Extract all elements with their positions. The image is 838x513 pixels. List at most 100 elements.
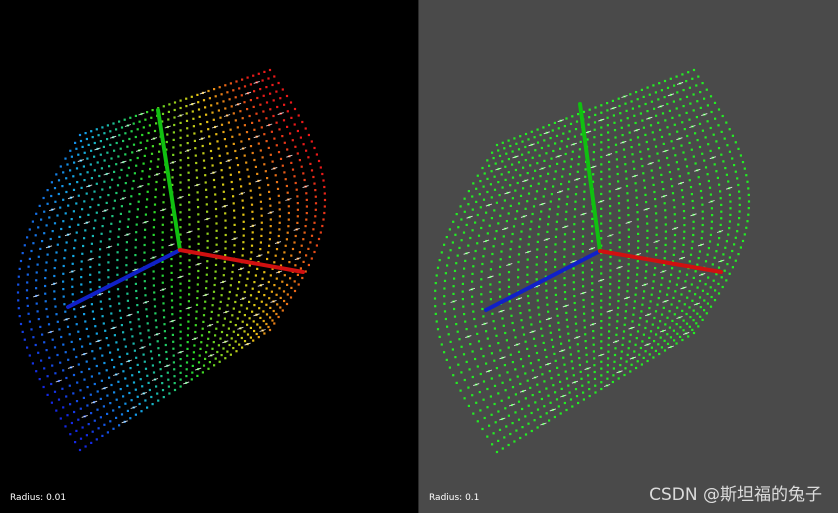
point-marker [50,401,53,404]
point-marker [686,296,689,299]
point-marker [173,375,176,378]
point-marker [535,190,539,193]
point-marker [146,374,149,377]
point-marker [443,310,447,313]
point-marker [136,363,139,366]
point-marker [205,351,208,354]
normal-vector-tick [253,80,260,84]
point-marker [648,353,651,356]
point-marker [503,147,506,150]
point-marker [115,398,118,401]
point-marker [108,290,111,293]
left-point-cloud-canvas[interactable] [0,0,418,513]
point-marker [701,223,704,227]
point-marker [575,120,579,123]
point-marker [231,135,234,138]
point-marker [467,203,470,206]
point-marker [69,149,72,152]
point-marker [714,117,717,120]
point-marker [731,134,734,137]
normal-vector-tick [701,113,708,117]
point-marker [153,291,156,294]
point-marker [149,160,153,163]
point-marker [232,195,235,198]
normal-vector-tick [135,148,143,152]
point-marker [699,315,702,318]
point-marker [171,168,174,171]
normal-vector-tick [557,119,564,123]
point-marker [703,97,706,100]
point-marker [607,146,610,149]
normal-vector-tick [616,265,623,269]
point-marker [214,193,217,196]
point-marker [269,108,272,111]
point-marker [576,343,579,346]
point-marker [241,346,244,349]
normal-vector-tick [231,237,238,241]
point-marker [654,310,658,313]
point-marker [234,324,237,327]
left-render-viewport[interactable]: Radius: 0.01 [0,0,418,513]
point-marker [268,244,271,247]
point-marker [102,322,105,325]
point-marker [479,372,482,376]
point-marker [550,338,553,341]
point-marker [170,213,173,216]
point-marker [265,86,268,89]
point-marker [40,359,43,362]
point-marker [479,180,482,183]
point-marker [171,306,174,309]
point-marker [503,364,506,367]
point-marker [691,240,694,243]
point-marker [279,296,282,299]
normal-vector-tick [184,149,192,152]
point-marker [499,295,502,298]
point-marker [573,301,576,305]
point-marker [71,262,74,265]
point-marker [701,289,704,292]
point-marker [105,337,108,340]
point-marker [482,255,485,258]
point-marker [54,200,57,203]
normal-vector-tick [274,241,282,245]
point-marker [591,275,594,278]
right-point-cloud-canvas[interactable] [419,0,838,513]
point-marker [36,263,39,266]
point-marker [234,149,237,153]
normal-vector-tick [255,179,262,183]
point-marker [514,336,517,339]
point-marker [111,358,114,361]
point-marker [144,228,147,231]
point-marker [161,382,164,385]
point-marker [635,280,638,283]
point-marker [720,210,723,213]
point-marker [647,148,650,151]
normal-vector-tick [270,299,277,303]
point-marker [643,179,646,182]
point-marker [149,167,152,171]
point-marker [309,162,312,165]
point-marker [323,185,326,189]
point-marker [515,429,518,432]
point-marker [98,174,101,178]
right-render-viewport[interactable]: Radius: 0.1 [419,0,838,513]
point-marker [445,358,448,361]
point-marker [222,183,225,186]
point-marker [472,265,475,268]
point-marker [694,132,697,135]
point-marker [39,247,42,250]
point-marker [197,228,200,231]
point-marker [223,138,226,141]
normal-vector-tick [676,316,683,319]
point-marker [105,201,108,204]
point-marker [296,215,299,218]
point-marker [293,123,296,126]
point-marker [238,281,241,284]
point-marker [290,116,293,119]
point-marker [109,351,112,354]
normal-vector-tick [225,159,232,163]
point-marker [574,200,577,203]
normal-vector-tick [718,259,725,263]
point-marker [267,280,270,284]
point-marker [314,202,318,205]
